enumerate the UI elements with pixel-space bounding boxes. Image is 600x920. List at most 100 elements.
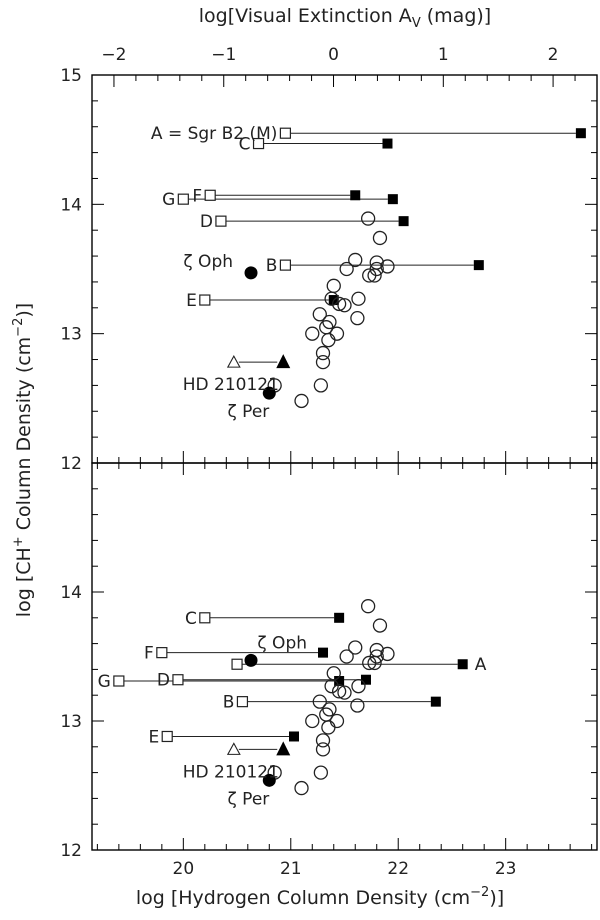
panel-1-open-circle	[321, 332, 336, 348]
x-tick-label: 23	[495, 859, 517, 879]
panel-1-hd-label: HD 210121	[183, 375, 279, 395]
x-tick-label: 20	[173, 859, 195, 879]
panel-2-open-circle	[360, 599, 376, 614]
panel-2-y-tick-label: 14	[60, 583, 82, 603]
top-axis-tick-label: 2	[548, 45, 559, 65]
panel-2-y-tick-label: 13	[60, 712, 82, 732]
top-axis-title: log[Visual Extinction AV (mag)]	[199, 5, 491, 31]
panel-2-open-circle	[369, 642, 384, 658]
panel-1-open-circle	[312, 307, 327, 322]
panel-2-open-circle	[322, 702, 337, 717]
panel-1-open-square	[252, 137, 265, 150]
panel-1-pair-label: G	[162, 190, 175, 210]
x-tick-label: 21	[280, 859, 302, 879]
y-axis-title-middle: Column Density (cm	[13, 337, 35, 536]
panel-2-open-circle	[337, 685, 352, 700]
panel-1-open-square	[177, 193, 189, 205]
panel-1-filled-square	[350, 190, 361, 201]
panel-1-open-circle	[294, 393, 309, 409]
panel-1-pair-label: F	[192, 186, 202, 206]
panel-1-open-square	[279, 259, 292, 271]
panel-2-open-circle	[312, 694, 327, 709]
panel-1-y-tick-label-lower: 12	[60, 454, 82, 474]
y-axis-title-sup2: −2	[11, 318, 26, 337]
panel-1-filled-square	[382, 138, 393, 149]
panel-2-open-circle	[305, 713, 320, 729]
panel-1-open-circle	[380, 259, 395, 274]
panel-2-filled-square	[334, 676, 345, 687]
panel-2-open-circle	[369, 649, 384, 664]
panel-2-hd-label: HD 210121	[183, 762, 279, 782]
panel-1-pair-label: A = Sgr B2 (M)	[151, 124, 277, 144]
panel-2-open-square	[199, 612, 211, 624]
panel-2-open-square	[113, 675, 125, 687]
panel-2-open-circle	[350, 698, 365, 713]
panel-1-open-square	[215, 215, 227, 227]
x-tick-label: 22	[387, 859, 409, 879]
y-axis-title-sup1: +	[11, 536, 26, 547]
panel-1-pair-label: D	[200, 212, 213, 232]
panel-1-pair-label: B	[266, 256, 278, 276]
panel-1-filled-triangle	[276, 354, 291, 369]
panel-1-open-circle	[350, 310, 365, 326]
panel-1-open-circle	[337, 298, 352, 313]
panel-1-open-square	[204, 189, 216, 201]
panel-1-filled-circle	[244, 266, 258, 280]
panel-1-star-label: ζ Oph	[183, 252, 233, 272]
panel-1-open-circle	[369, 255, 384, 270]
panel-1-filled-square	[398, 216, 409, 227]
panel-2-open-circle	[321, 720, 336, 735]
panel-1-pair-label: C	[239, 135, 251, 155]
panel-2-open-square	[156, 647, 168, 659]
panel-2-pair-label: G	[98, 672, 111, 692]
panel-2-open-circle	[380, 646, 395, 662]
panel-2-filled-triangle	[276, 741, 291, 756]
top-axis-tick-label: −2	[101, 45, 126, 65]
panel-2-open-square	[161, 730, 173, 743]
panel-1-open-circle	[331, 296, 347, 312]
top-axis-tick-label: 1	[438, 45, 449, 65]
panel-2-open-square	[236, 696, 249, 708]
panel-1-filled-circle	[262, 386, 276, 400]
panel-1-open-circle	[339, 261, 354, 277]
panel-2-open-circle	[339, 649, 354, 664]
panel-2-filled-square	[289, 731, 299, 742]
panel-2-filled-circle	[262, 773, 276, 787]
x-axis-title-prefix: log [Hydrogen Column Density (cm	[136, 887, 470, 909]
panel-1-pair-label: E	[186, 291, 197, 311]
panel-1-y-tick-label: 15	[60, 66, 82, 86]
top-axis-title-main: log[Visual Extinction A	[199, 5, 412, 27]
panel-2-filled-circle	[244, 653, 258, 667]
panel-1-y-tick-label: 13	[60, 325, 82, 345]
panel-1-open-circle	[351, 291, 366, 306]
panel-2-open-circle	[313, 765, 329, 780]
top-axis-title-end: (mag)]	[421, 5, 492, 27]
panel-1-open-circle	[360, 211, 376, 226]
panel-2-star-label: ζ Per	[228, 789, 270, 809]
panel-1-open-triangle	[226, 354, 241, 368]
panel-1-open-circle	[324, 291, 339, 306]
x-axis-title: log [Hydrogen Column Density (cm−2)]	[136, 885, 504, 909]
panel-1-open-square	[199, 294, 211, 306]
panel-2-pair-label: B	[223, 693, 235, 713]
panel-2-y-tick-label: 12	[60, 841, 82, 861]
panel-2-open-circle	[372, 618, 388, 633]
panel-1-filled-square	[387, 194, 398, 205]
x-axis-title-sup: −2	[470, 885, 489, 900]
panel-1-open-circle	[329, 326, 345, 341]
panel-2-frame	[91, 462, 598, 851]
panel-2-open-circle	[331, 684, 347, 699]
panel-1-open-square	[279, 127, 292, 139]
panel-2-open-circle	[329, 713, 345, 729]
panel-2-open-circle	[326, 666, 341, 681]
panel-2-open-circle	[351, 679, 366, 694]
panel-2-open-circle	[294, 780, 309, 796]
panel-2-open-circle	[315, 742, 331, 757]
panel-2-star-label: ζ Oph	[257, 633, 307, 653]
panel-2-pair-label: F	[144, 644, 154, 664]
panel-1-filled-square	[575, 128, 586, 139]
panel-2-pair-label: C	[185, 609, 197, 629]
panel-1-open-circle	[305, 326, 320, 341]
x-axis-title-suffix: )]	[489, 887, 504, 909]
panel-2-open-triangle	[226, 742, 241, 755]
